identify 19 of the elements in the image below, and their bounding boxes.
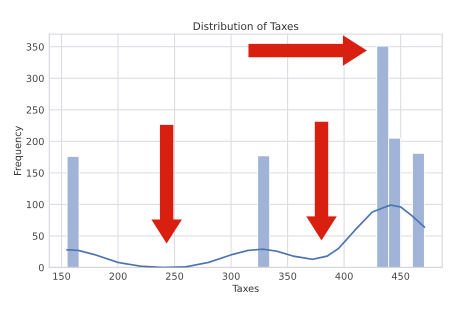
y-tick-label: 200	[26, 138, 44, 146]
x-tick-label: 250	[166, 272, 184, 280]
x-tick-label: 350	[279, 272, 296, 280]
x-tick-label: 300	[222, 272, 240, 280]
x-axis-title: Taxes	[232, 284, 259, 292]
y-tick-label: 100	[26, 200, 44, 208]
x-tick-label: 400	[335, 272, 353, 280]
y-tick-label: 50	[32, 232, 44, 240]
y-tick-label: 150	[26, 169, 44, 177]
x-tick-label: 450	[392, 272, 410, 280]
x-tick-label: 150	[53, 272, 70, 280]
x-tick-label: 200	[109, 272, 127, 280]
y-axis-title: Frequency	[14, 126, 24, 175]
y-tick-label: 350	[26, 43, 44, 51]
chart-title: Distribution of Taxes	[194, 22, 298, 30]
line-series	[66, 204, 426, 268]
y-tick-label: 300	[26, 74, 44, 82]
y-tick-label: 250	[26, 106, 44, 114]
y-tick-label: 0	[38, 264, 44, 272]
